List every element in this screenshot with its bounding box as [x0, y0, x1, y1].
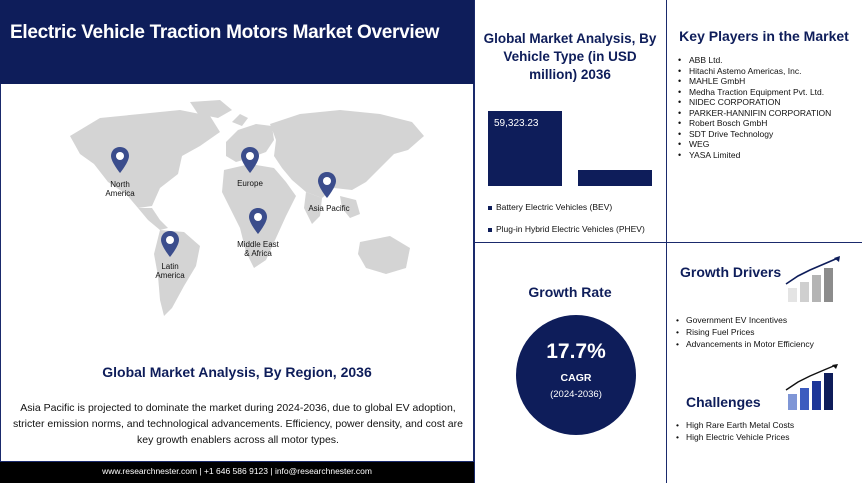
divider-horizontal [474, 242, 862, 243]
growth-rate-title: Growth Rate [528, 284, 612, 300]
list-item: High Electric Vehicle Prices [676, 431, 860, 443]
key-players-title: Key Players in the Market [679, 28, 849, 44]
list-item: PARKER-HANNIFIN CORPORATION [676, 108, 858, 119]
cagr-period: (2024-2036) [550, 389, 602, 400]
divider-vertical-left [474, 0, 475, 483]
map-pin-icon [241, 147, 259, 173]
list-item: YASA Limited [676, 150, 858, 161]
footer-contact: www.researchnester.com | +1 646 586 9123… [102, 466, 372, 476]
world-map [70, 100, 424, 316]
divider-vertical-right [666, 0, 667, 483]
region-section-title: Global Market Analysis, By Region, 2036 [102, 364, 372, 380]
map-pin-icon [318, 172, 336, 198]
legend-item-phev: Plug-in Hybrid Electric Vehicles (PHEV) [488, 224, 645, 234]
region-label-latin-america: Latin America [155, 262, 185, 280]
list-item: Rising Fuel Prices [676, 326, 860, 338]
challenges-list: High Rare Earth Metal Costs High Electri… [676, 419, 860, 443]
region-label-europe: Europe [237, 179, 263, 188]
list-item: Government EV Incentives [676, 314, 860, 326]
footer-bar [0, 462, 474, 483]
header-banner [0, 0, 474, 84]
vehicle-type-title: Global Market Analysis, By Vehicle Type … [483, 31, 657, 82]
cagr-value: 17.7% [546, 340, 606, 363]
list-item: Robert Bosch GmbH [676, 118, 858, 129]
cagr-circle [516, 315, 636, 435]
key-players-list: ABB Ltd. Hitachi Astemo Americas, Inc. M… [676, 55, 858, 160]
region-section-text: Asia Pacific is projected to dominate th… [13, 402, 463, 446]
region-label-middle-east-africa: Middle East & Africa [237, 240, 279, 258]
list-item: Medha Traction Equipment Pvt. Ltd. [676, 87, 858, 98]
list-item: NIDEC CORPORATION [676, 97, 858, 108]
cagr-label: CAGR [560, 372, 592, 384]
challenges-title: Challenges [686, 394, 761, 410]
map-pin-icon [249, 208, 267, 234]
region-label-north-america: North America [105, 180, 135, 198]
left-panel [0, 84, 474, 462]
growth-drivers-list: Government EV Incentives Rising Fuel Pri… [676, 314, 860, 350]
list-item: Advancements in Motor Efficiency [676, 338, 860, 350]
legend-item-bev: Battery Electric Vehicles (BEV) [488, 202, 612, 212]
region-label-asia-pacific: Asia Pacific [308, 204, 350, 213]
chart-bar-bev [488, 111, 562, 186]
list-item: SDT Drive Technology [676, 129, 858, 140]
map-pin-icon [111, 147, 129, 173]
list-item: ABB Ltd. [676, 55, 858, 66]
rising-bar-chart-icon [785, 364, 838, 410]
list-item: High Rare Earth Metal Costs [676, 419, 860, 431]
rising-bar-chart-icon [785, 256, 840, 302]
legend-swatch [488, 205, 492, 210]
page-title: Electric Vehicle Traction Motors Market … [10, 22, 440, 43]
legend-swatch [488, 227, 492, 232]
list-item: Hitachi Astemo Americas, Inc. [676, 66, 858, 77]
growth-drivers-title: Growth Drivers [680, 264, 782, 280]
list-item: WEG [676, 139, 858, 150]
chart-data-label-bev: 59,323.23 [494, 118, 539, 129]
list-item: MAHLE GmbH [676, 76, 858, 87]
chart-bar-phev [578, 170, 652, 186]
map-pin-icon [161, 231, 179, 257]
